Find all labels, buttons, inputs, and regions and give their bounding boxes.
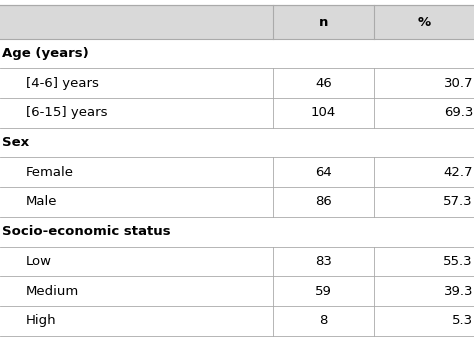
- Text: %: %: [418, 16, 431, 29]
- Bar: [0, 128, 474, 157]
- Bar: [0, 187, 474, 217]
- Text: [4-6] years: [4-6] years: [26, 77, 99, 90]
- Bar: [0, 217, 474, 247]
- Text: [6-15] years: [6-15] years: [26, 106, 108, 119]
- Text: 57.3: 57.3: [444, 195, 473, 209]
- Text: 69.3: 69.3: [444, 106, 473, 119]
- Text: Low: Low: [26, 255, 52, 268]
- Text: Male: Male: [26, 195, 57, 209]
- Text: n: n: [319, 16, 328, 29]
- Text: 46: 46: [315, 77, 332, 90]
- Bar: [0, 68, 474, 98]
- Text: Sex: Sex: [2, 136, 29, 149]
- Text: 83: 83: [315, 255, 332, 268]
- Text: 42.7: 42.7: [444, 166, 473, 179]
- Bar: [0, 276, 474, 306]
- Bar: [0, 306, 474, 336]
- Bar: [0, 98, 474, 128]
- Text: 5.3: 5.3: [452, 314, 473, 327]
- Bar: [0, 5, 474, 39]
- Text: 86: 86: [315, 195, 332, 209]
- Bar: [0, 157, 474, 187]
- Text: 104: 104: [311, 106, 336, 119]
- Text: 59: 59: [315, 285, 332, 298]
- Text: 39.3: 39.3: [444, 285, 473, 298]
- Bar: [0, 247, 474, 276]
- Text: Female: Female: [26, 166, 74, 179]
- Text: Age (years): Age (years): [2, 47, 89, 60]
- Text: Socio-economic status: Socio-economic status: [2, 225, 171, 238]
- Text: High: High: [26, 314, 57, 327]
- Text: 64: 64: [315, 166, 332, 179]
- Text: 8: 8: [319, 314, 328, 327]
- Bar: [0, 39, 474, 68]
- Text: 30.7: 30.7: [444, 77, 473, 90]
- Text: Medium: Medium: [26, 285, 79, 298]
- Text: 55.3: 55.3: [444, 255, 473, 268]
